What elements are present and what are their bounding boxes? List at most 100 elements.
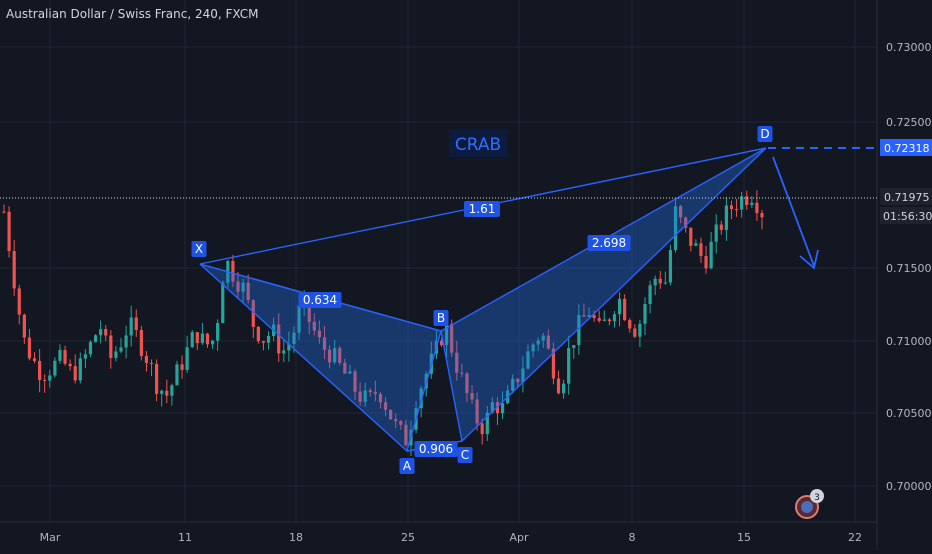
point-label-a: A [403, 459, 412, 473]
candle-body [755, 202, 759, 214]
candle-body [124, 335, 128, 348]
candle-body [536, 340, 540, 345]
candle-body [48, 375, 52, 381]
candle-body [516, 378, 520, 383]
candle-body [83, 354, 87, 359]
candle-body [623, 298, 627, 321]
candle-body [648, 285, 652, 305]
candle-body [160, 390, 164, 394]
candle-body [139, 329, 143, 357]
x-tick-label: 25 [401, 531, 415, 544]
y-tick-label: 0.73000 [886, 41, 932, 54]
candle-body [155, 363, 159, 394]
candle-body [653, 278, 657, 286]
target-price-text: 0.72318 [884, 142, 930, 155]
candle-body [93, 335, 98, 342]
candle-body [78, 358, 82, 381]
candle-body [246, 282, 250, 301]
candle-body [221, 282, 225, 324]
x-tick-label: 8 [629, 531, 636, 544]
candle-body [266, 335, 271, 343]
candle-body [277, 324, 281, 354]
candle-body [389, 409, 393, 420]
target-price-tag [880, 139, 932, 156]
candle-body [551, 348, 556, 379]
candle-body [119, 347, 123, 352]
chart-title: Australian Dollar / Swiss Franc, 240, FX… [6, 7, 259, 21]
candle-body [592, 315, 596, 319]
candle-body [353, 371, 357, 392]
candle-body [236, 281, 240, 292]
candle-body [216, 323, 220, 341]
point-label-x: X [195, 242, 203, 256]
x-tick-label: 11 [178, 531, 192, 544]
candle-body [460, 372, 464, 374]
candle-body [185, 347, 189, 370]
candle-body [663, 282, 667, 284]
point-label-b-bg [433, 310, 449, 326]
candle-body [134, 317, 138, 330]
candle-body [643, 304, 647, 324]
countdown-text: 01:56:30 [883, 210, 932, 223]
candle-body [444, 323, 449, 346]
candle-body [282, 350, 286, 354]
candle-body [679, 206, 683, 218]
y-tick-label: 0.72500 [886, 116, 932, 129]
point-label-x-bg [191, 241, 207, 257]
candle-body [740, 196, 744, 210]
current-price-tag [880, 188, 932, 205]
candle-body [17, 288, 21, 315]
candle-body [58, 349, 62, 361]
x-tick-label: 18 [289, 531, 303, 544]
badge-count: 3 [814, 493, 820, 503]
candle-body [373, 392, 377, 395]
candle-body [2, 211, 6, 213]
point-label-d-bg [757, 126, 773, 142]
candle-body [404, 424, 408, 446]
candle-body [144, 356, 149, 363]
event-badge-icon[interactable]: 3 [795, 489, 824, 519]
candle-body [109, 335, 113, 358]
y-tick-label: 0.70500 [886, 407, 932, 420]
point-label-d: D [760, 127, 769, 141]
pattern-name-bg [449, 130, 507, 157]
projection-arrow-head [799, 249, 819, 270]
candle-body [180, 364, 184, 370]
candle-body [541, 335, 545, 341]
candle-body [485, 412, 489, 435]
x-tick-label: Mar [40, 531, 61, 544]
pattern-triangle-bcd [440, 147, 767, 443]
candle-body [602, 319, 606, 321]
candle-body [287, 343, 291, 351]
candle-body [729, 205, 734, 210]
candle-body [419, 388, 423, 409]
candle-body [556, 378, 561, 394]
candle-body [724, 205, 728, 230]
candle-body [531, 344, 535, 352]
candle-body [307, 298, 311, 322]
candle-body [734, 209, 739, 211]
candle-body [195, 332, 199, 344]
candle-body [709, 241, 713, 269]
candle-body [511, 378, 515, 391]
pattern-name: CRAB [455, 135, 501, 155]
candle-body [322, 337, 327, 350]
projection-arrow-shaft [772, 156, 815, 267]
ratio-label-abc: 0.906 [419, 442, 453, 456]
candle-body [546, 335, 550, 349]
candle-body [333, 348, 337, 363]
candle-body [760, 213, 764, 218]
candle-body [343, 362, 347, 374]
candle-body [684, 217, 688, 228]
candle-body [567, 348, 571, 384]
candle-body [358, 391, 362, 402]
candle-body [383, 402, 388, 410]
ratio-label-xab-bg [298, 292, 342, 308]
candle-body [241, 282, 245, 292]
ratio-label-xad: 1.61 [469, 202, 496, 216]
candle-body [312, 321, 316, 331]
candle-body [475, 399, 479, 424]
point-label-a-bg [399, 458, 415, 474]
